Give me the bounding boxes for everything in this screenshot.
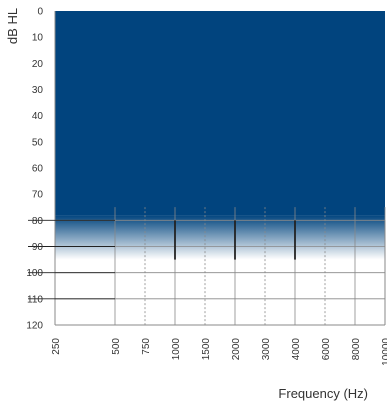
x-tick-label-4000: 4000 — [291, 338, 302, 361]
y-tick-label-20: 20 — [32, 59, 44, 70]
x-tick-label-3000: 3000 — [261, 338, 272, 361]
y-tick-label-90: 90 — [32, 242, 44, 253]
x-tick-label-6000: 6000 — [321, 338, 332, 361]
x-tick-label-750: 750 — [141, 338, 152, 355]
tick-layer: 0 10 20 30 40 50 60 70 80 90 100 110 120 250 500 750 100… — [26, 7, 387, 366]
y-tick-label-120: 120 — [26, 321, 43, 332]
y-tick-label-0: 0 — [37, 7, 43, 18]
y-axis-label: dB HL — [5, 8, 20, 44]
y-tick-label-40: 40 — [32, 111, 44, 122]
y-tick-label-80: 80 — [32, 216, 44, 227]
y-tick-label-100: 100 — [26, 268, 43, 279]
x-tick-label-10000: 10000 — [381, 338, 387, 366]
y-tick-label-60: 60 — [32, 164, 44, 175]
x-tick-label-250: 250 — [51, 338, 62, 355]
y-tick-label-50: 50 — [32, 137, 44, 148]
x-tick-label-2000: 2000 — [231, 338, 242, 361]
x-axis-label: Frequency (Hz) — [278, 386, 368, 401]
x-tick-label-1500: 1500 — [201, 338, 212, 361]
y-tick-label-70: 70 — [32, 190, 44, 201]
y-tick-label-110: 110 — [27, 294, 43, 305]
x-tick-label-500: 500 — [111, 338, 122, 355]
y-tick-label-10: 10 — [32, 33, 44, 44]
y-tick-label-30: 30 — [32, 85, 44, 96]
x-tick-label-8000: 8000 — [351, 338, 362, 361]
shaded-region-layer — [55, 11, 385, 260]
x-tick-label-1000: 1000 — [171, 338, 182, 361]
shaded-region-solid — [55, 11, 385, 216]
shaded-region-fade — [55, 215, 385, 260]
marker-layer — [174, 220, 296, 260]
